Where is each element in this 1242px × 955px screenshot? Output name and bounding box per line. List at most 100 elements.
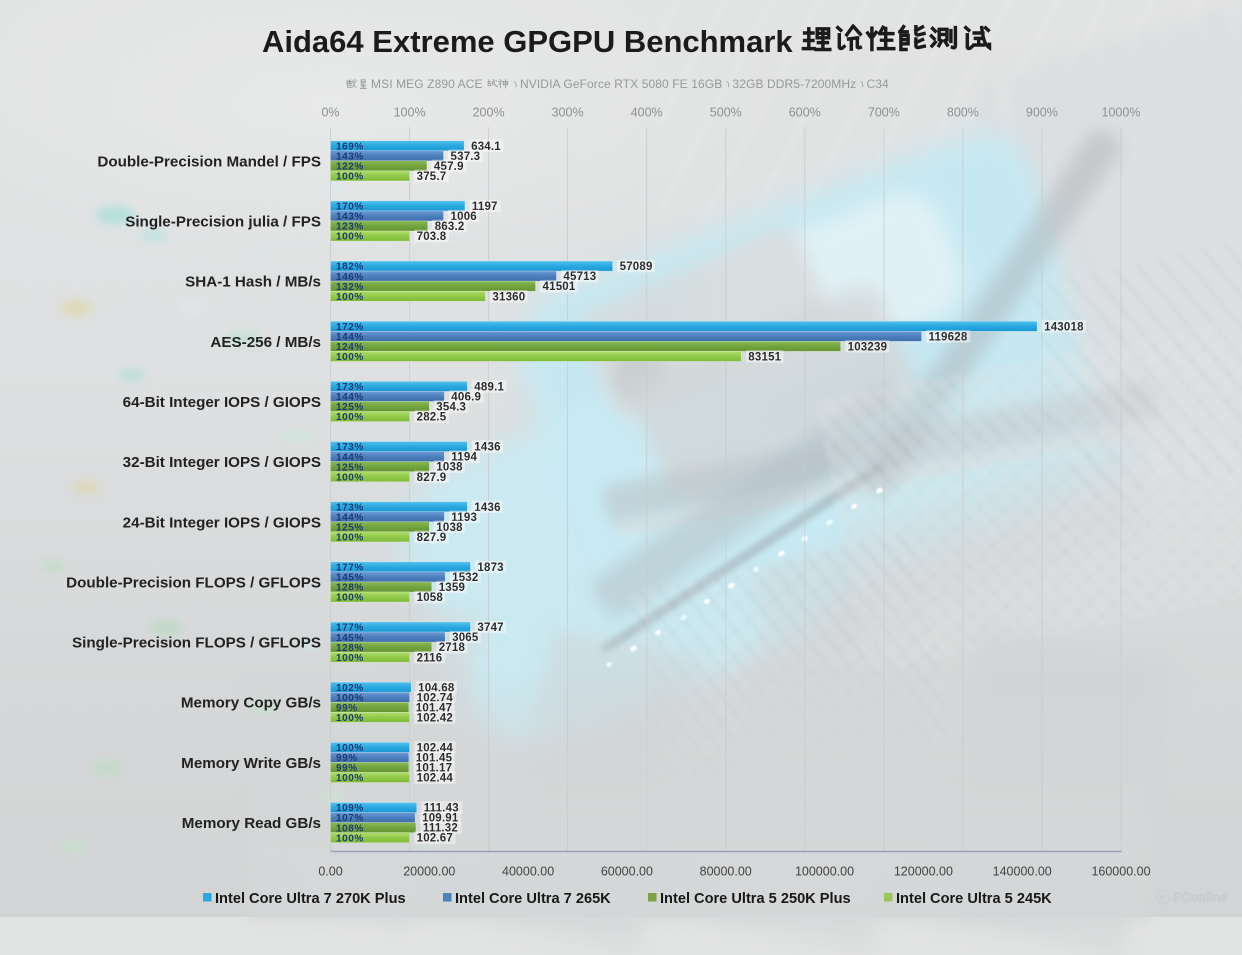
svg-text:146%: 146% xyxy=(336,272,364,283)
svg-text:100%: 100% xyxy=(336,232,364,243)
svg-text:1532: 1532 xyxy=(452,572,478,584)
svg-text:104.68: 104.68 xyxy=(418,682,455,694)
svg-text:132%: 132% xyxy=(336,282,364,293)
svg-text:100%: 100% xyxy=(336,412,364,423)
svg-text:31360: 31360 xyxy=(492,291,525,303)
svg-text:109.91: 109.91 xyxy=(422,813,459,825)
svg-text:800%: 800% xyxy=(947,106,979,120)
svg-text:827.9: 827.9 xyxy=(417,472,447,484)
svg-text:99%: 99% xyxy=(336,703,358,714)
svg-text:100%: 100% xyxy=(336,833,364,844)
svg-text:1436: 1436 xyxy=(474,502,500,514)
svg-text:1038: 1038 xyxy=(436,462,463,474)
svg-text:125%: 125% xyxy=(336,523,364,534)
svg-text:406.9: 406.9 xyxy=(451,392,481,404)
svg-text:2718: 2718 xyxy=(439,642,466,654)
svg-text:700%: 700% xyxy=(868,106,900,120)
svg-text:170%: 170% xyxy=(336,202,364,213)
svg-text:32-Bit Integer IOPS / GIOPS: 32-Bit Integer IOPS / GIOPS xyxy=(123,454,321,471)
svg-text:101.17: 101.17 xyxy=(416,763,452,775)
svg-text:144%: 144% xyxy=(336,332,364,343)
svg-text:400%: 400% xyxy=(631,106,663,120)
svg-text:102.67: 102.67 xyxy=(417,833,453,845)
svg-text:102.44: 102.44 xyxy=(417,773,454,785)
svg-text:Memory Read GB/s: Memory Read GB/s xyxy=(182,815,321,832)
svg-text:100%: 100% xyxy=(336,743,364,754)
svg-text:100000.00: 100000.00 xyxy=(795,865,854,879)
svg-text:109%: 109% xyxy=(336,803,364,814)
svg-text:140000.00: 140000.00 xyxy=(993,865,1052,879)
svg-text:60000.00: 60000.00 xyxy=(601,865,653,879)
svg-text:457.9: 457.9 xyxy=(434,161,464,173)
svg-text:40000.00: 40000.00 xyxy=(502,865,554,879)
svg-text:169%: 169% xyxy=(336,141,364,152)
svg-text:101.47: 101.47 xyxy=(416,702,452,714)
svg-text:173%: 173% xyxy=(336,382,364,393)
svg-text:144%: 144% xyxy=(336,392,364,403)
svg-text:173%: 173% xyxy=(336,502,364,513)
svg-text:83151: 83151 xyxy=(748,352,781,364)
svg-text:2116: 2116 xyxy=(417,652,443,664)
svg-text:0.00: 0.00 xyxy=(318,865,342,879)
svg-text:PConline: PConline xyxy=(1173,891,1227,905)
svg-text:128%: 128% xyxy=(336,583,364,594)
svg-text:124%: 124% xyxy=(336,342,364,353)
svg-text:C34: C34 xyxy=(867,77,890,91)
svg-text:80000.00: 80000.00 xyxy=(700,865,752,879)
svg-text:1193: 1193 xyxy=(451,512,477,524)
svg-text:57089: 57089 xyxy=(620,261,653,273)
svg-text:64-Bit Integer IOPS / GIOPS: 64-Bit Integer IOPS / GIOPS xyxy=(123,394,321,411)
svg-text:1000%: 1000% xyxy=(1102,106,1141,120)
svg-text:375.7: 375.7 xyxy=(417,171,447,183)
svg-text:Double-Precision FLOPS / GFLOP: Double-Precision FLOPS / GFLOPS xyxy=(66,574,321,591)
svg-text:Memory Write GB/s: Memory Write GB/s xyxy=(181,755,321,772)
svg-text:100%: 100% xyxy=(336,713,364,724)
svg-text:300%: 300% xyxy=(552,106,584,120)
svg-text:24-Bit Integer IOPS / GIOPS: 24-Bit Integer IOPS / GIOPS xyxy=(123,514,321,531)
svg-text:145%: 145% xyxy=(336,573,364,584)
svg-text:100%: 100% xyxy=(336,593,364,604)
svg-text:Intel Core Ultra 5 250K Plus: Intel Core Ultra 5 250K Plus xyxy=(660,891,851,907)
svg-text:160000.00: 160000.00 xyxy=(1091,865,1150,879)
svg-text:1436: 1436 xyxy=(474,442,500,454)
svg-text:3065: 3065 xyxy=(452,632,479,644)
svg-text:20000.00: 20000.00 xyxy=(403,865,455,879)
svg-text:173%: 173% xyxy=(336,442,364,453)
svg-text:143%: 143% xyxy=(336,212,364,223)
svg-text:100%: 100% xyxy=(336,653,364,664)
svg-text:NVIDIA GeForce RTX 5080 FE 16G: NVIDIA GeForce RTX 5080 FE 16GB xyxy=(520,77,722,91)
svg-text:143%: 143% xyxy=(336,152,364,163)
svg-text:103239: 103239 xyxy=(848,341,888,353)
svg-text:102.74: 102.74 xyxy=(417,692,454,704)
svg-text:MSI MEG Z890 ACE: MSI MEG Z890 ACE xyxy=(371,77,483,91)
svg-text:100%: 100% xyxy=(336,472,364,483)
svg-text:182%: 182% xyxy=(336,262,364,273)
svg-text:177%: 177% xyxy=(336,623,364,634)
svg-text:AES-256 / MB/s: AES-256 / MB/s xyxy=(210,334,321,351)
svg-text:489.1: 489.1 xyxy=(474,382,504,394)
svg-text:Memory Copy GB/s: Memory Copy GB/s xyxy=(181,695,321,712)
svg-text:108%: 108% xyxy=(336,823,364,834)
svg-text:111.43: 111.43 xyxy=(424,803,459,815)
svg-text:1197: 1197 xyxy=(472,201,498,213)
svg-text:Aida64 Extreme GPGPU Benchmark: Aida64 Extreme GPGPU Benchmark xyxy=(262,24,793,59)
svg-text:0%: 0% xyxy=(321,106,339,120)
svg-text:703.8: 703.8 xyxy=(417,231,447,243)
svg-text:100%: 100% xyxy=(336,773,364,784)
svg-text:120000.00: 120000.00 xyxy=(894,865,953,879)
svg-text:123%: 123% xyxy=(336,222,364,233)
svg-text:119628: 119628 xyxy=(929,331,968,343)
svg-text:3747: 3747 xyxy=(477,622,503,634)
svg-text:Single-Precision julia / FPS: Single-Precision julia / FPS xyxy=(125,214,321,231)
svg-text:Intel Core Ultra 7 265K: Intel Core Ultra 7 265K xyxy=(455,891,611,907)
svg-text:143018: 143018 xyxy=(1044,321,1084,333)
svg-text:1006: 1006 xyxy=(451,211,477,223)
svg-text:111.32: 111.32 xyxy=(423,823,458,835)
svg-text:102.42: 102.42 xyxy=(417,712,453,724)
svg-text:177%: 177% xyxy=(336,563,364,574)
svg-text:Single-Precision FLOPS / GFLOP: Single-Precision FLOPS / GFLOPS xyxy=(72,635,321,652)
svg-text:100%: 100% xyxy=(394,106,426,120)
svg-text:354.3: 354.3 xyxy=(436,402,466,414)
svg-text:99%: 99% xyxy=(336,753,358,764)
svg-text:101.45: 101.45 xyxy=(416,753,453,765)
